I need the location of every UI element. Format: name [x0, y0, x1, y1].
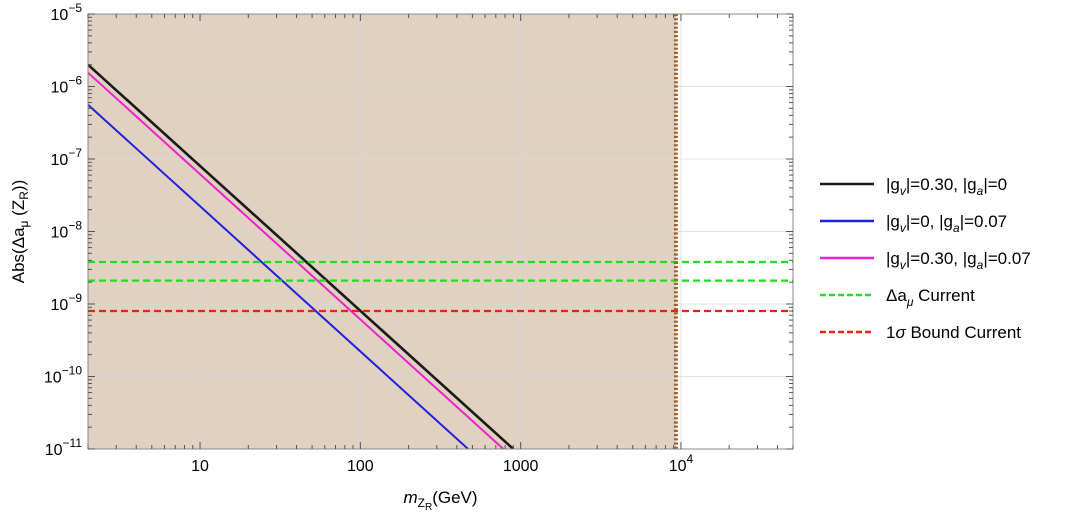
y-tick-label: 10−6: [51, 74, 83, 97]
legend-entry: 1σ Bound Current: [820, 323, 1021, 342]
series-line-2: [88, 71, 505, 449]
axes: 10 100 1000 104 10−5 10−6 10−7 10−8 10−9 10−10 10−…: [9, 1, 794, 513]
plot-area: [88, 14, 793, 449]
legend-entry: |gv|=0.30, |ga|=0: [820, 175, 1007, 198]
x-axis-title: mZR(GeV): [403, 488, 477, 513]
legend-entry: |gv|=0.30, |ga|=0.07: [820, 249, 1031, 272]
y-axis-title: Abs(Δaμ (ZR)): [9, 180, 31, 283]
series-line-1: [88, 104, 469, 449]
legend-label: |gv|=0.30, |ga|=0: [886, 175, 1007, 198]
x-tick-label: 100: [347, 458, 374, 475]
x-tick-label: 104: [669, 452, 694, 475]
legend-entry: Δaμ Current: [820, 286, 975, 309]
series-line-0: [88, 63, 515, 449]
x-tick-label: 10: [191, 458, 209, 475]
x-tick-label: 1000: [503, 458, 539, 475]
y-tick-label: 10−10: [44, 364, 82, 387]
y-tick-label: 10−8: [51, 219, 83, 242]
legend-label: |gv|=0.30, |ga|=0.07: [886, 249, 1031, 272]
legend-label: |gv|=0, |ga|=0.07: [886, 212, 1007, 235]
y-tick-label: 10−11: [45, 436, 83, 459]
y-tick-label: 10−9: [51, 291, 83, 314]
legend: |gv|=0.30, |ga|=0 |gv|=0, |ga|=0.07 |gv|=0…: [820, 175, 1031, 342]
legend-label: Δaμ Current: [886, 286, 975, 309]
y-tick-label: 10−5: [51, 1, 83, 24]
legend-label: 1σ Bound Current: [886, 323, 1021, 342]
y-tick-label: 10−7: [51, 146, 83, 169]
gridlines: [88, 14, 793, 449]
legend-entry: |gv|=0, |ga|=0.07: [820, 212, 1007, 235]
